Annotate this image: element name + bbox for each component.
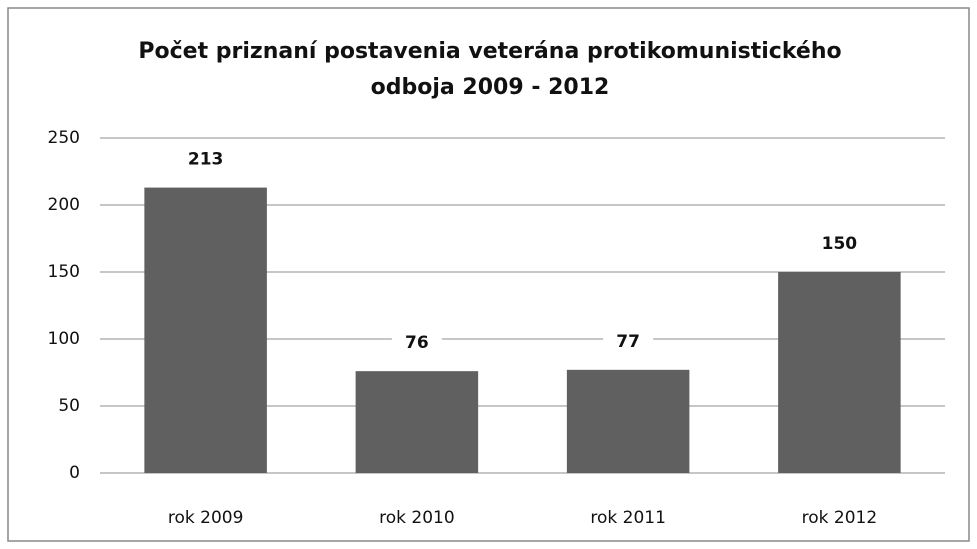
- y-tick-label: 250: [48, 128, 80, 148]
- y-tick-label: 50: [58, 396, 80, 416]
- data-label: 213: [188, 150, 224, 170]
- bar: [144, 187, 267, 473]
- bar: [355, 371, 479, 473]
- data-label-bg: [814, 232, 865, 256]
- y-tick-label: 0: [69, 463, 80, 483]
- data-label-bg: [391, 331, 442, 356]
- x-tick-label: rok 2010: [379, 508, 455, 528]
- bar: [778, 272, 901, 473]
- y-tick-label: 200: [48, 195, 80, 215]
- y-tick-label: 100: [48, 329, 80, 349]
- y-tick-label: 150: [48, 262, 80, 282]
- x-tick-label: rok 2011: [590, 508, 666, 528]
- data-label-bg: [603, 329, 654, 354]
- x-tick-label: rok 2009: [168, 508, 244, 528]
- data-label-bg: [180, 147, 231, 172]
- data-label: 77: [616, 332, 640, 352]
- x-tick-label: rok 2012: [802, 508, 878, 528]
- chart-title: Počet priznaní postavenia veterána proti…: [138, 39, 842, 100]
- data-label: 150: [822, 234, 858, 254]
- data-label: 76: [405, 333, 429, 353]
- bar: [566, 369, 690, 473]
